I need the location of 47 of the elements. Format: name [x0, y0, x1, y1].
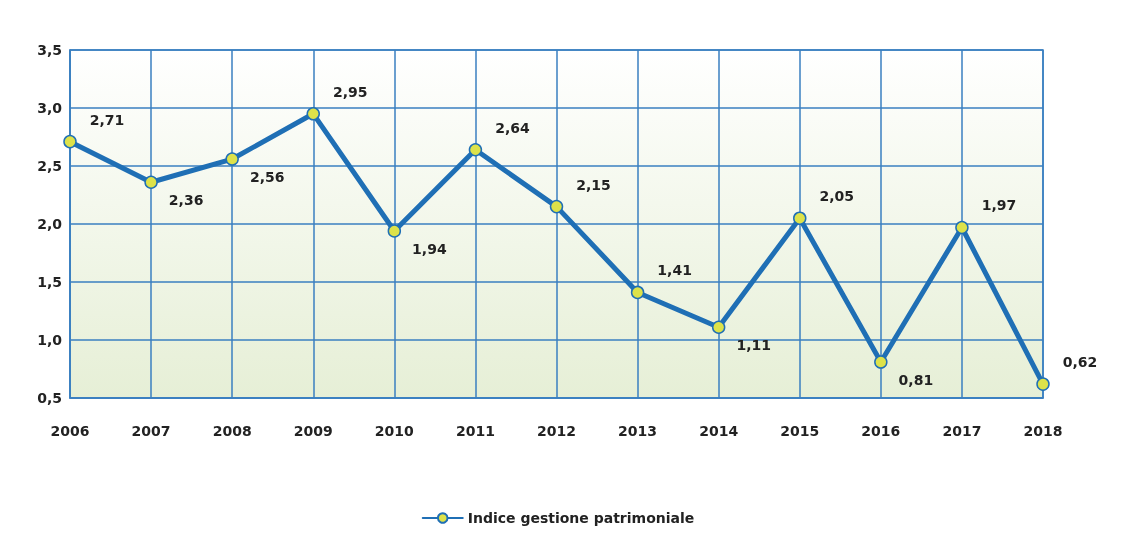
y-tick-label: 1,0: [37, 332, 63, 348]
y-tick-label: 2,0: [37, 216, 63, 232]
data-label: 2,56: [249, 169, 285, 186]
x-tick-label: 2007: [131, 423, 171, 439]
x-tick-label: 2011: [455, 423, 495, 439]
point: [468, 143, 483, 157]
y-tick-label: 0,5: [37, 390, 62, 406]
point: [549, 199, 564, 214]
x-tick-label: 2013: [618, 423, 658, 439]
data-label: 2,15: [576, 176, 611, 193]
data-label: 1,11: [736, 337, 771, 354]
data-label: 0,81: [898, 372, 934, 389]
point: [711, 320, 726, 334]
x-tick-label: 2018: [1023, 423, 1063, 439]
x-tick-label: 2010: [374, 423, 415, 439]
y-tick-label: 2,5: [37, 158, 62, 174]
x-tick-label: 2015: [780, 423, 820, 439]
x-tick-label: 2008: [212, 423, 252, 439]
x-tick-label: 2016: [861, 423, 901, 439]
data-label: 1,41: [657, 262, 692, 279]
data-label: 2,95: [333, 83, 368, 100]
data-label: 2,36: [168, 192, 204, 209]
x-tick-label: 2012: [537, 423, 576, 439]
legend-label: Indice gestione patrimoniale: [467, 510, 695, 526]
point: [874, 355, 888, 369]
point: [955, 220, 969, 235]
point: [387, 224, 402, 238]
x-tick-label: 2009: [293, 423, 333, 439]
data-label: 1,97: [981, 197, 1017, 214]
data-label: 1,94: [412, 240, 447, 257]
point: [630, 285, 645, 300]
x-tick-label: 2017: [942, 423, 982, 439]
data-label: 2,05: [819, 188, 855, 205]
point: [63, 134, 77, 149]
y-tick-label: 3,5: [37, 42, 62, 58]
point: [1036, 377, 1050, 391]
point: [793, 211, 807, 225]
data-label: 0,62: [1062, 354, 1098, 371]
x-tick-label: 2014: [699, 423, 739, 439]
x-tick-label: 2006: [50, 423, 90, 439]
data-label: 2,71: [89, 111, 125, 128]
y-tick-label: 3,0: [37, 100, 63, 116]
point: [306, 107, 320, 121]
y-tick-label: 1,5: [37, 274, 62, 290]
point: [144, 175, 158, 189]
data-label: 2,64: [495, 119, 530, 136]
point: [225, 152, 239, 166]
